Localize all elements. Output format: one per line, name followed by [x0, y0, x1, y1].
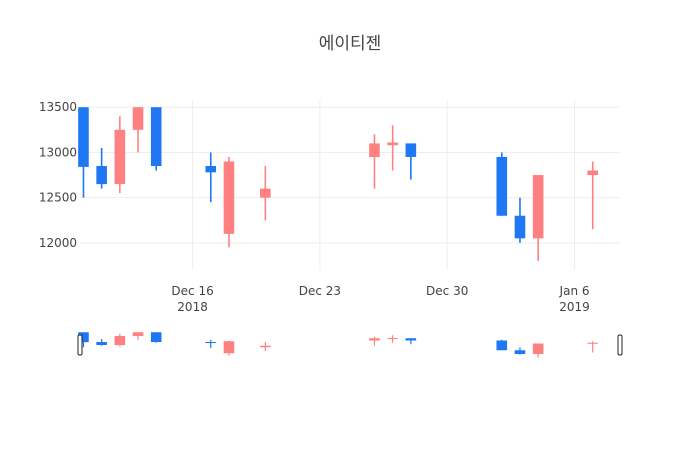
grid	[80, 100, 620, 270]
range-slider-left-handle[interactable]	[77, 334, 83, 356]
y-tick-label: 13000	[39, 145, 77, 159]
range-slider-candle	[96, 339, 107, 346]
range-slider-candle-body	[587, 342, 599, 344]
x-tick-label: Jan 6	[559, 284, 590, 298]
range-slider-candles	[78, 332, 599, 358]
range-slider-candle	[78, 332, 89, 348]
candle-body	[132, 107, 144, 130]
candle[interactable]	[587, 161, 599, 230]
candle[interactable]	[369, 134, 380, 189]
range-slider-candle	[132, 332, 144, 340]
range-slider-candle-body	[514, 350, 526, 354]
x-tick-year-label: 2018	[177, 300, 208, 314]
candle-body	[150, 107, 162, 167]
x-tick-year-label: 2019	[559, 300, 590, 314]
range-slider-candle	[514, 347, 526, 355]
candle-body	[96, 166, 107, 185]
range-slider-candle-body	[150, 332, 162, 342]
range-slider-candle	[223, 340, 235, 356]
candle-body	[205, 166, 217, 173]
range-slider[interactable]	[77, 330, 623, 360]
candle[interactable]	[532, 175, 544, 261]
range-slider-right-handle[interactable]	[617, 334, 623, 356]
range-slider-candle-body	[205, 342, 217, 344]
candle-body	[496, 156, 508, 216]
candle-body	[387, 142, 398, 146]
y-axis: 12000 12500 13000 13500	[39, 100, 77, 250]
candle-body	[532, 175, 544, 239]
candle[interactable]	[132, 107, 144, 153]
y-tick-label: 12000	[39, 236, 77, 250]
range-slider-candle-body	[496, 340, 508, 351]
candle-body	[369, 143, 380, 157]
range-slider-candle-body	[132, 332, 144, 336]
range-slider-background	[80, 330, 620, 360]
candle-body	[405, 143, 417, 157]
candle-body	[587, 170, 599, 176]
x-tick-label: Dec 30	[426, 284, 468, 298]
range-slider-candle-body	[223, 341, 235, 354]
candle[interactable]	[496, 152, 508, 216]
range-slider-candle	[532, 343, 544, 358]
range-slider-candle-body	[369, 338, 380, 341]
range-slider-candle-body	[96, 342, 107, 345]
range-slider-candle	[114, 333, 126, 347]
range-slider-candle	[150, 332, 162, 343]
candle-body	[223, 161, 235, 234]
x-tick-label: Dec 23	[299, 284, 341, 298]
chart-title: 에이티젠	[319, 34, 382, 54]
candle[interactable]	[96, 147, 107, 189]
range-slider-candle	[205, 339, 217, 348]
range-slider-candle-body	[78, 332, 89, 343]
range-slider-candle	[369, 336, 380, 346]
candles[interactable]	[78, 107, 599, 261]
range-slider-candle-body	[387, 338, 398, 340]
range-slider-candle	[405, 338, 417, 345]
y-tick-label: 13500	[39, 100, 77, 114]
candle[interactable]	[114, 116, 126, 194]
range-slider-candle	[496, 339, 508, 351]
candle[interactable]	[260, 166, 271, 221]
range-slider-candle	[387, 335, 398, 343]
candle-body	[78, 107, 89, 167]
candle[interactable]	[387, 125, 398, 171]
x-axis: Dec 16 2018 Dec 23 Dec 30 Jan 6 2019	[171, 284, 589, 314]
candle[interactable]	[150, 107, 162, 171]
x-tick-label: Dec 16	[171, 284, 213, 298]
candle-body	[114, 129, 126, 185]
candle[interactable]	[78, 107, 89, 198]
candle[interactable]	[205, 152, 217, 203]
candle-body	[260, 188, 271, 198]
range-slider-candle-body	[532, 343, 544, 354]
candle[interactable]	[514, 197, 526, 243]
candle-body	[514, 215, 526, 239]
range-slider-candle-body	[114, 336, 126, 345]
range-slider-candle	[260, 342, 271, 351]
range-slider-candle-body	[260, 345, 271, 348]
range-slider-candle	[587, 341, 599, 353]
range-slider-candle-body	[405, 338, 417, 341]
y-tick-label: 12500	[39, 191, 77, 205]
candle[interactable]	[405, 143, 417, 180]
candle[interactable]	[223, 156, 235, 248]
